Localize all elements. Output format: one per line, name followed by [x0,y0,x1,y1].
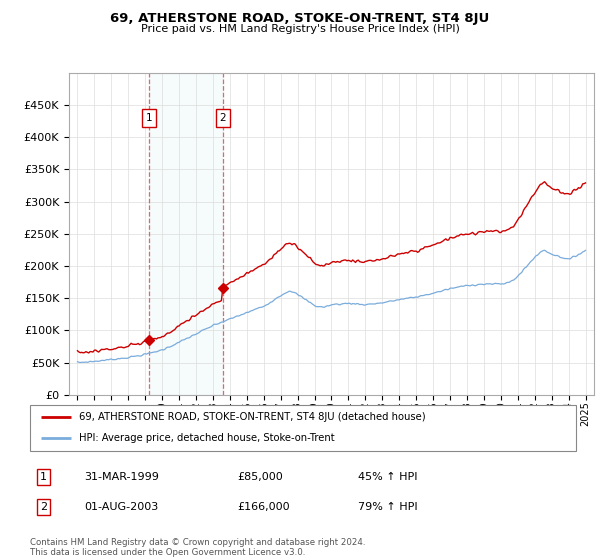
Text: HPI: Average price, detached house, Stoke-on-Trent: HPI: Average price, detached house, Stok… [79,433,335,444]
Text: 1: 1 [146,113,153,123]
Text: Price paid vs. HM Land Registry's House Price Index (HPI): Price paid vs. HM Land Registry's House … [140,24,460,34]
Text: 01-AUG-2003: 01-AUG-2003 [85,502,159,512]
Text: 2: 2 [220,113,226,123]
Text: 45% ↑ HPI: 45% ↑ HPI [358,472,417,482]
Text: £85,000: £85,000 [238,472,283,482]
Text: Contains HM Land Registry data © Crown copyright and database right 2024.
This d: Contains HM Land Registry data © Crown c… [30,538,365,557]
Text: 69, ATHERSTONE ROAD, STOKE-ON-TRENT, ST4 8JU (detached house): 69, ATHERSTONE ROAD, STOKE-ON-TRENT, ST4… [79,412,426,422]
Text: 69, ATHERSTONE ROAD, STOKE-ON-TRENT, ST4 8JU: 69, ATHERSTONE ROAD, STOKE-ON-TRENT, ST4… [110,12,490,25]
Text: 2: 2 [40,502,47,512]
Bar [149,73,223,395]
Text: £166,000: £166,000 [238,502,290,512]
Text: 31-MAR-1999: 31-MAR-1999 [85,472,160,482]
Text: 79% ↑ HPI: 79% ↑ HPI [358,502,417,512]
Text: 1: 1 [40,472,47,482]
